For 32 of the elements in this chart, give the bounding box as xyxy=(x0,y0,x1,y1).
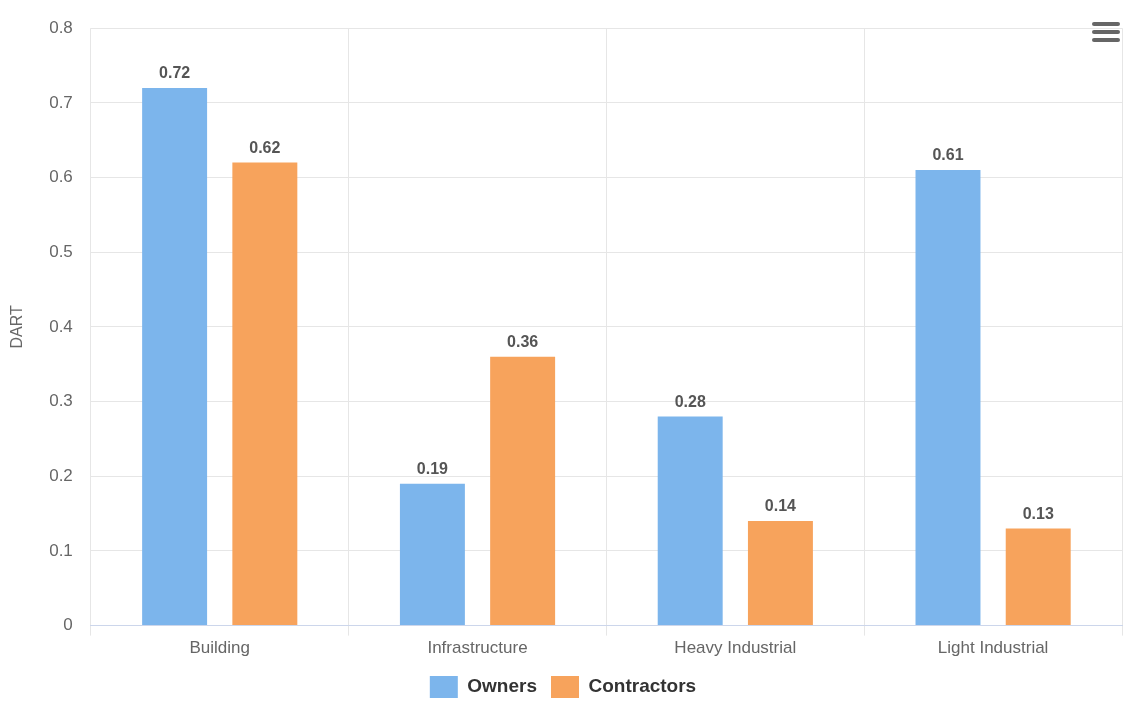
x-tick-label: Heavy Industrial xyxy=(674,638,797,658)
bar xyxy=(142,87,208,626)
data-label: 0.62 xyxy=(249,139,281,157)
data-label: 0.61 xyxy=(932,146,964,164)
x-tick-label: Light Industrial xyxy=(937,638,1049,658)
data-label: 0.28 xyxy=(674,392,706,410)
y-tick-label: 0.6 xyxy=(49,167,73,187)
x-tick-label: Infrastructure xyxy=(427,638,528,658)
y-tick-label: 0.7 xyxy=(49,92,73,112)
legend-label: Owners xyxy=(467,675,538,697)
legend-label: Contractors xyxy=(588,675,697,697)
bar xyxy=(399,483,465,626)
data-label: 0.19 xyxy=(416,460,449,478)
y-tick-label: 0.8 xyxy=(49,17,73,37)
y-axis-title: DART xyxy=(8,305,26,349)
bar xyxy=(747,521,813,626)
bar xyxy=(232,162,298,626)
y-tick-label: 0.2 xyxy=(49,465,73,485)
bar xyxy=(915,170,981,626)
y-tick-label: 0.1 xyxy=(49,540,73,560)
bar xyxy=(1005,528,1071,626)
data-label: 0.14 xyxy=(764,497,797,515)
y-tick-label: 0.3 xyxy=(49,391,73,411)
x-tick-label: Building xyxy=(189,638,250,658)
bar xyxy=(490,356,556,626)
data-label: 0.36 xyxy=(507,333,539,351)
bar xyxy=(657,416,723,626)
y-tick-label: 0 xyxy=(63,615,73,635)
data-label: 0.72 xyxy=(159,64,191,82)
y-tick-label: 0.4 xyxy=(49,316,73,336)
data-label: 0.13 xyxy=(1022,504,1054,522)
y-tick-label: 0.5 xyxy=(49,241,73,261)
